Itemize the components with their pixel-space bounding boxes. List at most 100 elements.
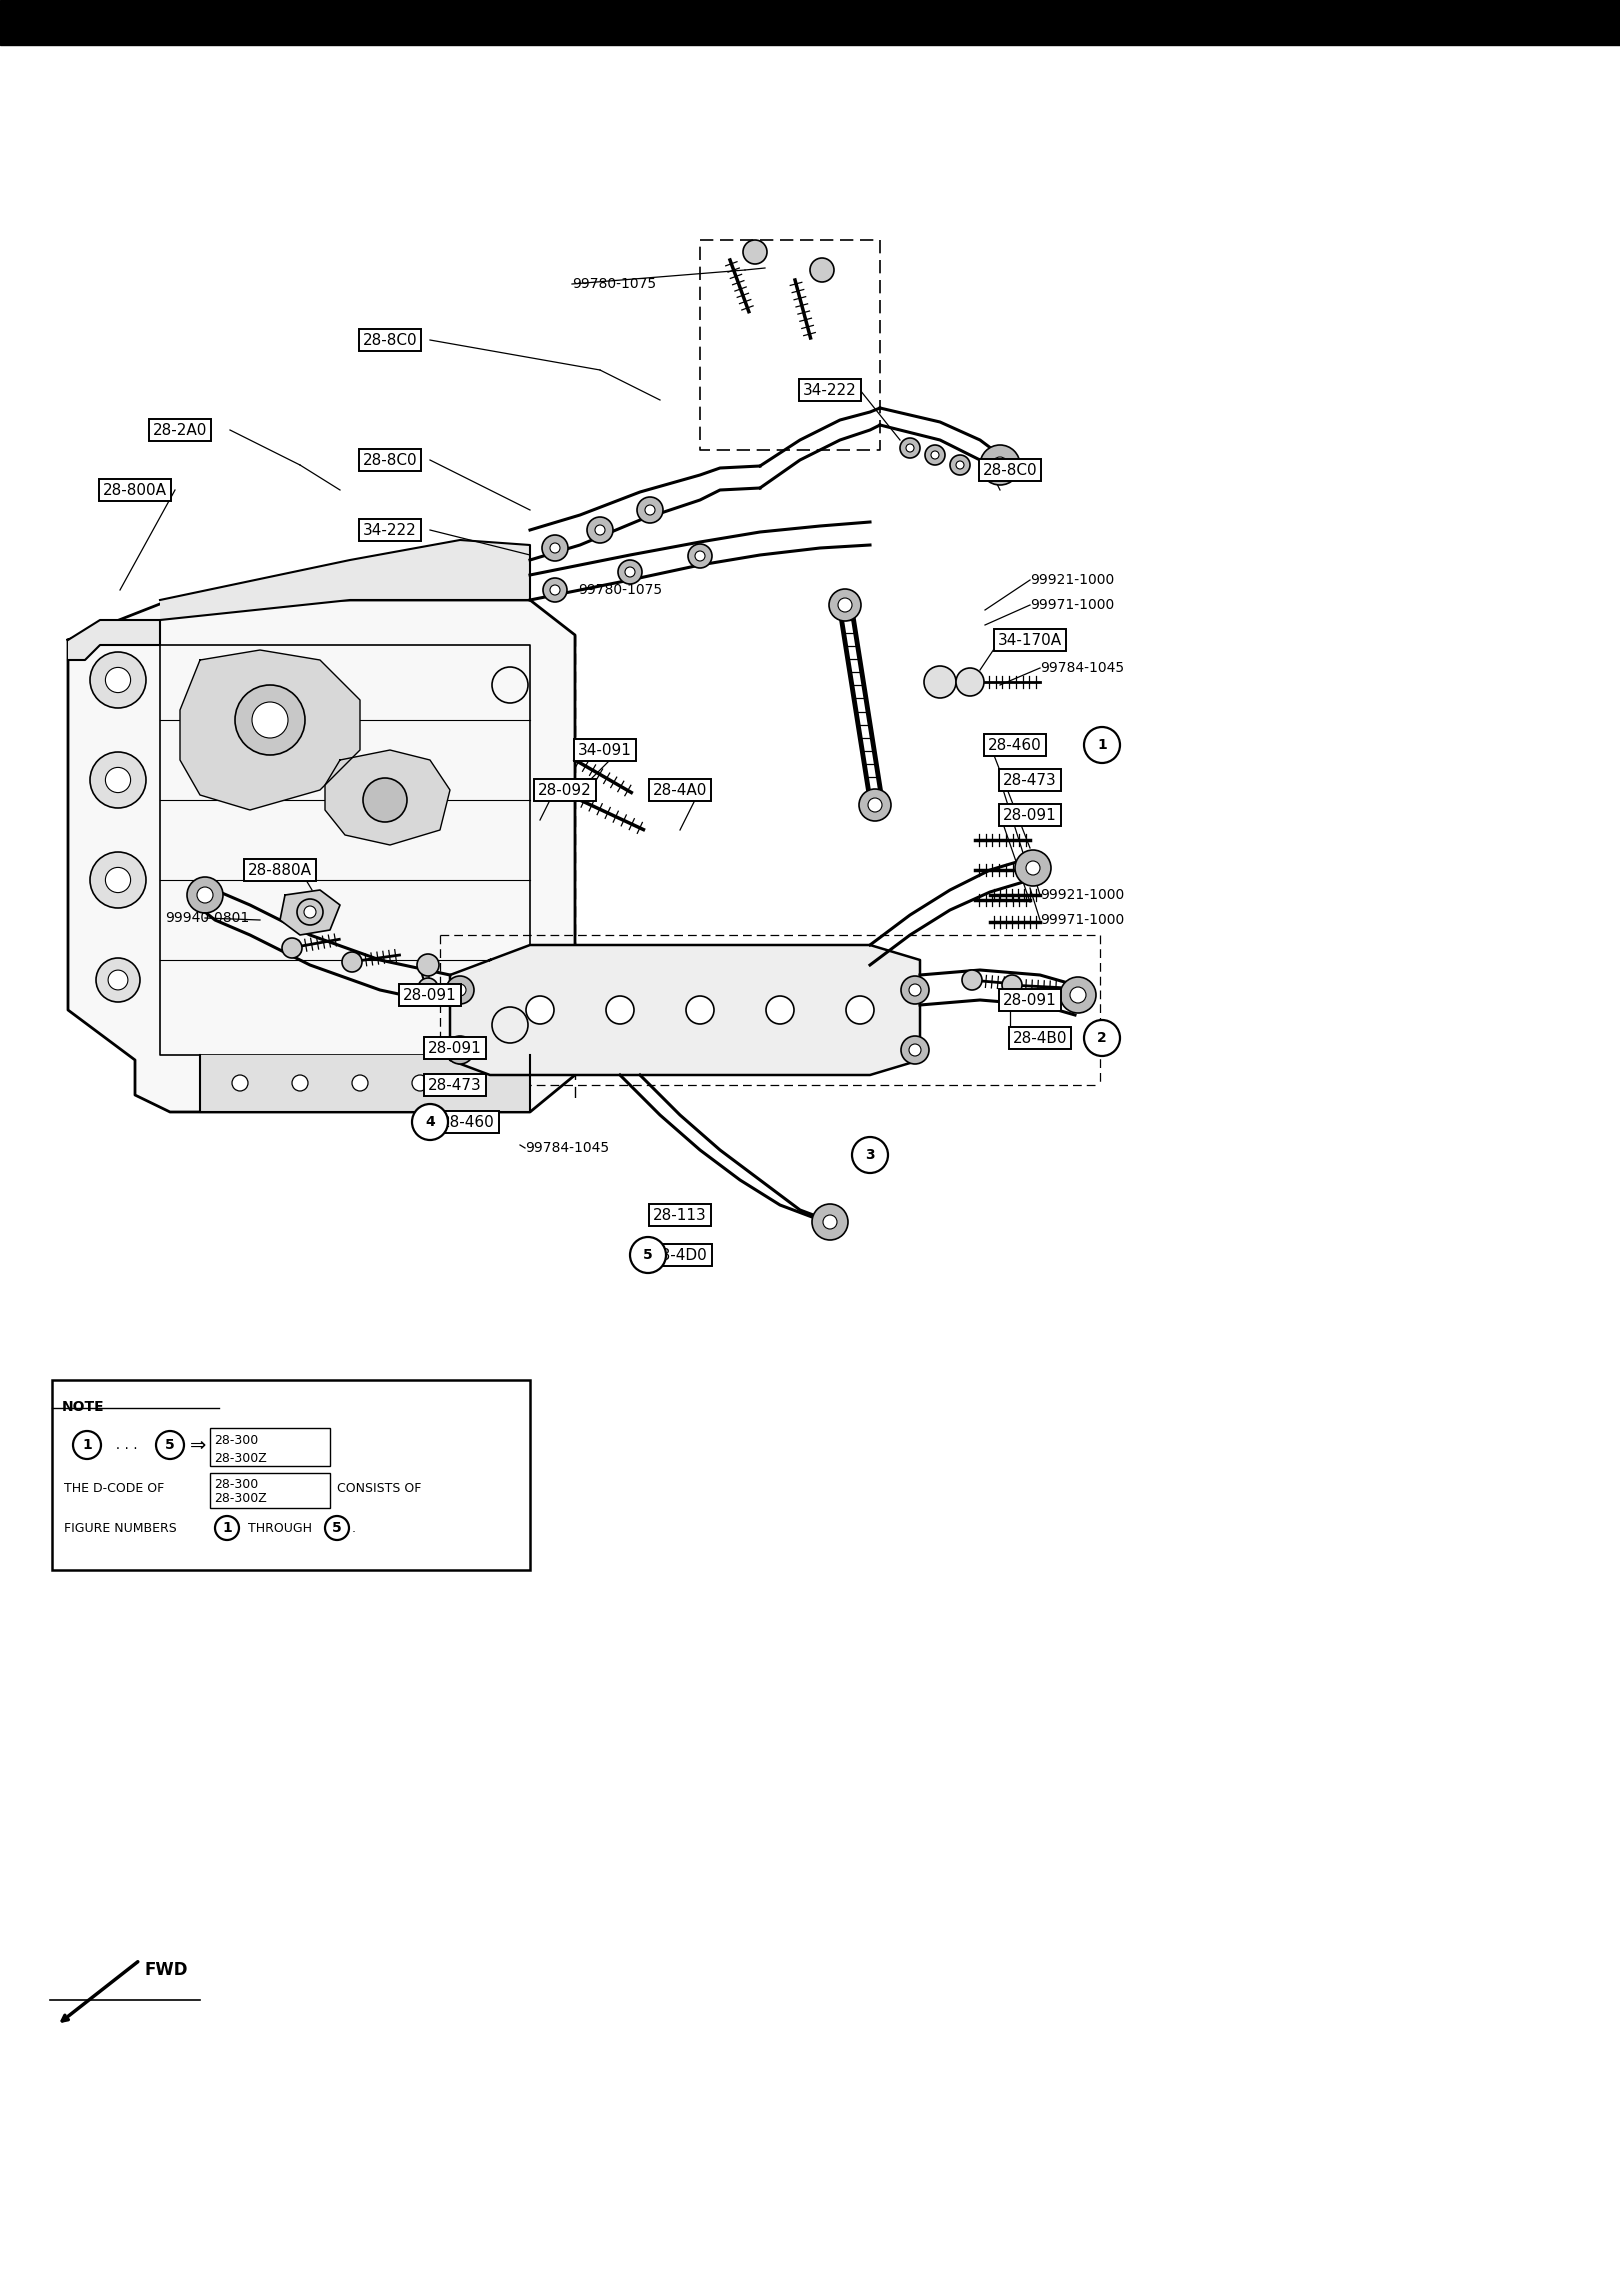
Text: 5: 5 [332,1520,342,1534]
Polygon shape [450,945,920,1074]
Text: 28-091: 28-091 [428,1040,481,1056]
Bar [211,1473,330,1509]
Circle shape [296,899,322,924]
Text: 99780-1075: 99780-1075 [572,278,656,291]
Circle shape [253,701,288,737]
Circle shape [105,667,131,692]
Circle shape [411,1104,449,1140]
Text: 99784-1045: 99784-1045 [1040,660,1124,676]
Circle shape [823,1215,838,1229]
Text: 28-460: 28-460 [988,737,1042,753]
Circle shape [859,790,891,822]
Circle shape [956,462,964,469]
Circle shape [91,851,146,908]
Circle shape [617,560,642,585]
Circle shape [906,444,914,453]
Polygon shape [199,1056,530,1113]
Circle shape [852,1138,888,1172]
Polygon shape [180,651,360,810]
Circle shape [923,667,956,699]
Text: 28-092: 28-092 [538,783,591,797]
Circle shape [925,446,944,464]
Polygon shape [160,539,530,619]
Circle shape [1069,988,1085,1004]
Text: 1: 1 [222,1520,232,1534]
Circle shape [901,437,920,457]
Circle shape [96,958,139,1001]
Circle shape [956,667,983,696]
Bar [211,1427,330,1466]
Circle shape [215,1516,240,1541]
Circle shape [543,535,569,560]
Text: 28-8C0: 28-8C0 [363,332,418,348]
Text: 2: 2 [1097,1031,1106,1045]
Polygon shape [326,751,450,844]
Circle shape [363,778,407,822]
Polygon shape [68,601,575,1113]
Text: 28-300: 28-300 [214,1434,258,1448]
Circle shape [454,1045,467,1056]
Circle shape [109,970,128,990]
Circle shape [342,951,361,972]
Text: 28-880A: 28-880A [248,863,313,879]
Circle shape [909,1045,922,1056]
Circle shape [812,1204,847,1240]
Text: FIGURE NUMBERS: FIGURE NUMBERS [65,1520,181,1534]
Circle shape [586,517,612,544]
Text: 28-8C0: 28-8C0 [363,453,418,467]
Bar [0,0,1620,46]
Circle shape [838,599,852,612]
Circle shape [595,526,604,535]
Text: 99780-1075: 99780-1075 [578,583,663,596]
Circle shape [467,1074,483,1090]
Text: 28-300Z: 28-300Z [214,1491,267,1504]
Circle shape [901,976,928,1004]
Text: 99971-1000: 99971-1000 [1040,913,1124,926]
Circle shape [901,1036,928,1063]
Circle shape [1025,860,1040,874]
Circle shape [91,651,146,708]
Polygon shape [68,619,160,660]
Text: 99971-1000: 99971-1000 [1030,599,1115,612]
Circle shape [352,1074,368,1090]
Circle shape [305,906,316,917]
Text: 28-473: 28-473 [428,1077,481,1092]
Text: 28-091: 28-091 [1003,992,1056,1008]
Circle shape [416,954,439,976]
Circle shape [446,1036,475,1063]
Circle shape [526,997,554,1024]
Circle shape [810,257,834,282]
Text: ⇒: ⇒ [190,1436,206,1454]
Text: 34-170A: 34-170A [998,633,1063,646]
Circle shape [991,457,1008,473]
Circle shape [418,979,437,997]
Polygon shape [280,890,340,935]
Circle shape [688,544,713,569]
Text: 5: 5 [643,1247,653,1261]
Circle shape [949,455,970,476]
Text: NOTE: NOTE [62,1400,105,1413]
Text: 34-222: 34-222 [804,382,857,398]
Circle shape [1016,849,1051,885]
Text: 1: 1 [83,1438,92,1452]
Circle shape [630,1236,666,1272]
Text: 99940-0801: 99940-0801 [165,910,249,924]
Circle shape [1059,976,1097,1013]
Circle shape [198,888,212,904]
Circle shape [1084,726,1119,762]
Circle shape [454,983,467,997]
Text: 28-8C0: 28-8C0 [983,462,1037,478]
Circle shape [543,578,567,601]
Text: 28-300: 28-300 [214,1477,258,1491]
Text: 28-460: 28-460 [441,1115,494,1129]
Circle shape [606,997,633,1024]
Text: 5: 5 [165,1438,175,1452]
Circle shape [446,976,475,1004]
Circle shape [232,1074,248,1090]
Circle shape [73,1432,100,1459]
Text: THE D-CODE OF: THE D-CODE OF [65,1482,164,1495]
Text: 28-4D0: 28-4D0 [653,1247,708,1263]
Circle shape [868,799,881,813]
Circle shape [962,970,982,990]
Circle shape [1084,1020,1119,1056]
